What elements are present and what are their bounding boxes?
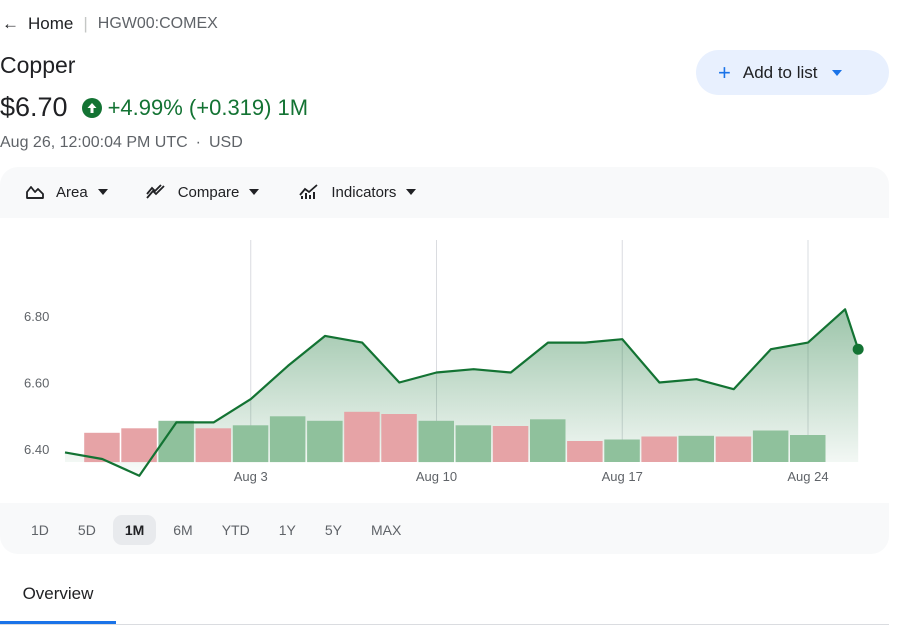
x-tick-label: Aug 24 [787, 469, 828, 484]
timestamp: Aug 26, 12:00:04 PM UTC [0, 134, 188, 151]
indicators-icon [299, 184, 319, 200]
volume-bar [641, 436, 677, 462]
separator-dot: · [195, 134, 201, 151]
volume-bar [604, 439, 640, 462]
current-price: $6.70 [0, 92, 68, 122]
volume-bar [455, 425, 492, 463]
volume-bar [344, 411, 380, 463]
add-to-list-button[interactable]: + Add to list [696, 50, 889, 95]
volume-bar [492, 426, 529, 462]
add-to-list-label: Add to list [742, 62, 818, 82]
timestamp-row: Aug 26, 12:00:04 PM UTC · USD [0, 134, 243, 152]
price-chart-svg: 6.40 6.60 6.80 Aug 3 Aug 10 Aug 17 Aug 24 [24, 240, 864, 484]
range-1y[interactable]: 1Y [278, 521, 296, 538]
volume-bar [790, 435, 826, 462]
y-tick-label: 6.60 [24, 376, 49, 391]
volume-bar [232, 425, 269, 463]
range-selector: 1D 5D 1M 6M YTD 1Y 5Y MAX [0, 505, 413, 554]
x-tick-label: Aug 17 [602, 469, 643, 484]
currency: USD [208, 134, 243, 151]
breadcrumb: ← Home | HGW00:COMEX [2, 14, 218, 34]
volume-bar [530, 419, 566, 462]
chevron-down-icon [831, 69, 842, 76]
range-1d[interactable]: 1D [31, 521, 49, 538]
price-chart[interactable]: 6.40 6.60 6.80 Aug 3 Aug 10 Aug 17 Aug 24 [0, 218, 889, 503]
tab-overview[interactable]: Overview [0, 578, 116, 623]
area-chart-icon [26, 184, 44, 200]
chart-type-label: Area [56, 183, 88, 201]
compare-button[interactable]: Compare [145, 183, 260, 201]
range-5y[interactable]: 5Y [324, 521, 342, 538]
price-row: $6.70 +4.99% (+0.319) 1M [0, 92, 308, 123]
chevron-down-icon [97, 189, 108, 195]
volume-bar [752, 430, 789, 462]
volume-bar [195, 428, 232, 463]
arrow-back-icon[interactable]: ← [2, 14, 19, 33]
compare-label: Compare [177, 183, 240, 201]
compare-icon [145, 184, 166, 200]
page-title: Copper [0, 52, 76, 78]
y-tick-label: 6.40 [24, 442, 49, 457]
tab-active-indicator [0, 621, 116, 624]
chevron-down-icon [249, 189, 260, 195]
y-tick-label: 6.80 [24, 309, 49, 324]
price-change: +4.99% (+0.319) [107, 94, 272, 120]
volume-bar [269, 416, 306, 463]
volume-bar [307, 420, 343, 463]
price-line [64, 308, 860, 477]
range-1m[interactable]: 1M [112, 514, 157, 545]
plus-icon: + [718, 59, 731, 85]
range-6m[interactable]: 6M [173, 521, 193, 538]
volume-bar [715, 436, 752, 462]
chevron-down-icon [406, 189, 417, 195]
x-tick-label: Aug 10 [416, 469, 457, 484]
volume-bar [121, 428, 157, 463]
breadcrumb-separator: | [83, 14, 88, 33]
range-max[interactable]: MAX [370, 521, 402, 538]
volume-bar [678, 435, 714, 463]
x-tick-label: Aug 3 [234, 469, 268, 484]
range-ytd[interactable]: YTD [221, 521, 250, 538]
change-period: 1M [277, 94, 309, 120]
arrow-up-circle-icon [81, 97, 102, 118]
indicators-label: Indicators [331, 183, 397, 201]
ticker-symbol: HGW00:COMEX [97, 15, 218, 32]
range-5d[interactable]: 5D [77, 521, 96, 538]
chart-type-area-button[interactable]: Area [26, 184, 108, 201]
tab-bar: Overview [0, 578, 889, 625]
volume-bar [381, 414, 417, 462]
chart-toolbar: Area Compare Indicators [0, 167, 889, 217]
tab-overview-label: Overview [22, 584, 94, 603]
chart-card: Area Compare Indicators [0, 167, 889, 554]
home-link[interactable]: Home [28, 14, 74, 33]
last-price-point [852, 343, 864, 355]
volume-bar [567, 441, 603, 462]
volume-bar [418, 420, 454, 463]
indicators-button[interactable]: Indicators [299, 183, 417, 201]
